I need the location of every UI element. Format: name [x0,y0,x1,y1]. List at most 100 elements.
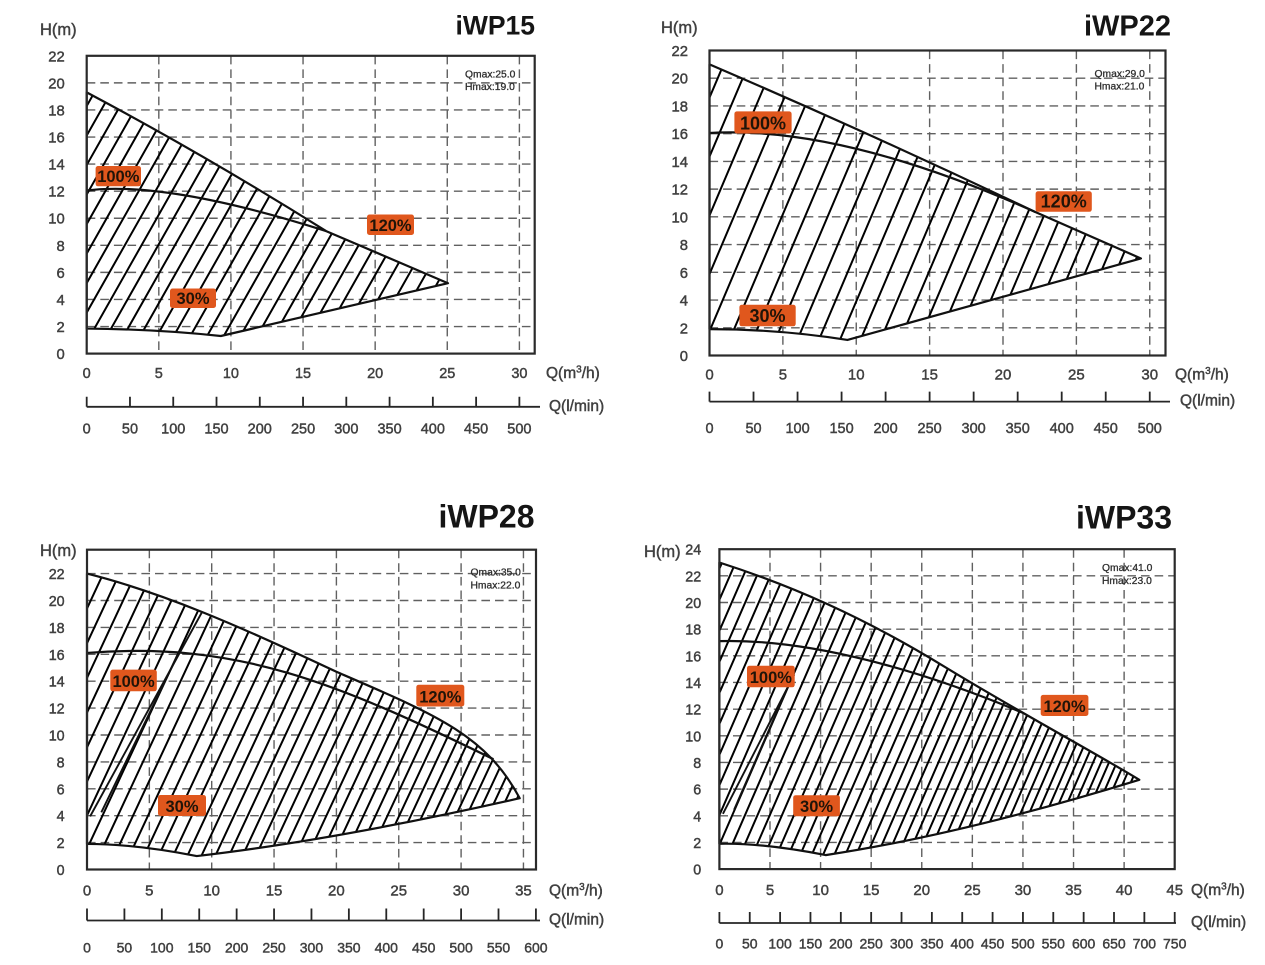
svg-text:100%: 100% [112,673,155,691]
svg-text:Qmax:29.0: Qmax:29.0 [1095,69,1146,80]
svg-text:20: 20 [672,72,688,88]
svg-text:22: 22 [672,44,688,60]
svg-text:Q(m3/h): Q(m3/h) [1191,882,1245,900]
svg-text:120%: 120% [369,217,412,235]
svg-text:15: 15 [921,367,938,384]
svg-text:Qmax:41.0: Qmax:41.0 [1102,563,1153,574]
svg-text:Q(m3/h): Q(m3/h) [546,364,600,382]
svg-text:350: 350 [1006,421,1030,437]
svg-text:5: 5 [145,882,153,899]
svg-text:0: 0 [57,863,65,879]
svg-text:750: 750 [1163,936,1187,952]
svg-text:iWP33: iWP33 [1076,500,1172,536]
svg-text:120%: 120% [1043,698,1086,716]
svg-text:20: 20 [995,367,1012,384]
svg-text:500: 500 [1011,936,1035,952]
svg-text:350: 350 [377,422,401,438]
svg-text:14: 14 [685,676,701,692]
svg-text:45: 45 [1166,882,1183,899]
svg-text:10: 10 [812,882,829,899]
svg-text:25: 25 [439,366,455,382]
svg-text:H(m): H(m) [661,19,698,37]
svg-text:14: 14 [672,155,688,171]
svg-text:0: 0 [83,940,91,956]
svg-text:0: 0 [83,422,91,438]
svg-text:300: 300 [334,422,358,438]
svg-text:Hmax:21.0: Hmax:21.0 [1095,82,1145,93]
svg-text:16: 16 [49,648,65,664]
svg-text:100: 100 [785,421,809,437]
svg-text:550: 550 [487,940,511,956]
svg-text:20: 20 [48,76,64,92]
svg-text:iWP15: iWP15 [455,11,535,41]
svg-text:8: 8 [56,239,64,255]
svg-text:250: 250 [262,940,286,956]
svg-text:100: 100 [150,940,174,956]
svg-text:16: 16 [685,649,701,665]
svg-text:35: 35 [515,882,532,899]
svg-text:8: 8 [57,755,65,771]
svg-text:550: 550 [1042,936,1066,952]
svg-text:400: 400 [1050,421,1074,437]
svg-text:12: 12 [49,702,65,718]
svg-text:450: 450 [464,422,488,438]
svg-text:15: 15 [863,882,880,899]
svg-text:200: 200 [829,936,853,952]
svg-text:4: 4 [56,293,64,309]
svg-text:100: 100 [768,936,792,952]
svg-text:0: 0 [715,882,723,899]
svg-text:0: 0 [56,347,64,363]
svg-text:200: 200 [873,421,897,437]
svg-text:50: 50 [742,936,758,952]
svg-text:18: 18 [48,103,64,119]
svg-text:450: 450 [412,940,436,956]
svg-text:250: 250 [291,422,315,438]
svg-text:20: 20 [913,882,930,899]
svg-text:18: 18 [49,621,65,637]
svg-text:300: 300 [890,936,914,952]
svg-text:35: 35 [1065,882,1082,899]
svg-text:100%: 100% [750,669,793,687]
svg-text:6: 6 [57,782,65,798]
svg-text:12: 12 [685,703,701,719]
svg-text:700: 700 [1133,936,1157,952]
svg-text:25: 25 [1068,367,1085,384]
svg-text:50: 50 [745,421,761,437]
svg-text:6: 6 [693,783,701,799]
svg-text:10: 10 [49,729,65,745]
svg-text:24: 24 [685,543,701,559]
svg-text:Q(m3/h): Q(m3/h) [549,882,603,900]
svg-text:2: 2 [693,836,701,852]
svg-text:150: 150 [204,422,228,438]
svg-text:0: 0 [705,367,713,384]
svg-text:350: 350 [920,936,944,952]
svg-text:10: 10 [203,882,220,899]
svg-text:Q(m3/h): Q(m3/h) [1175,366,1229,384]
svg-text:H(m): H(m) [644,543,681,561]
svg-text:Qmax:25.0: Qmax:25.0 [465,70,516,81]
svg-text:120%: 120% [1041,192,1087,212]
svg-text:400: 400 [375,940,399,956]
svg-text:100: 100 [161,422,185,438]
svg-text:30%: 30% [750,306,786,326]
svg-text:2: 2 [56,320,64,336]
svg-text:450: 450 [1094,421,1118,437]
svg-text:4: 4 [57,809,65,825]
svg-text:0: 0 [716,936,724,952]
svg-text:300: 300 [962,421,986,437]
svg-text:Hmax:22.0: Hmax:22.0 [471,581,521,592]
svg-text:15: 15 [295,366,311,382]
svg-text:30: 30 [1015,882,1032,899]
svg-text:10: 10 [48,212,64,228]
svg-text:iWP22: iWP22 [1084,11,1171,43]
svg-text:Q(l/min): Q(l/min) [1180,393,1235,410]
svg-text:250: 250 [918,421,942,437]
svg-text:10: 10 [672,210,688,226]
svg-text:150: 150 [799,936,823,952]
svg-text:5: 5 [779,367,787,384]
svg-text:200: 200 [225,940,249,956]
svg-text:8: 8 [693,756,701,772]
svg-text:100%: 100% [97,168,140,186]
svg-text:Q(l/min): Q(l/min) [549,912,604,929]
svg-text:20: 20 [328,882,345,899]
